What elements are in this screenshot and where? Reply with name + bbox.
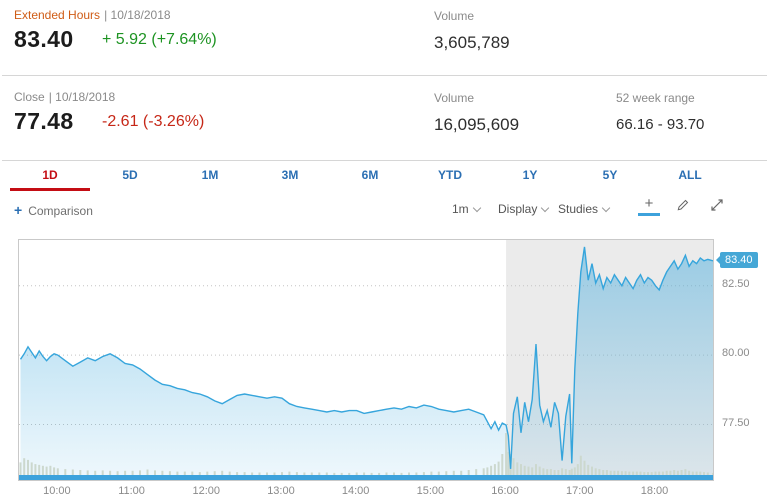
last-price-tag: 83.40 xyxy=(716,251,758,268)
session-name: Extended Hours xyxy=(14,8,101,22)
x-axis-label: 18:00 xyxy=(640,485,669,497)
extended-price: 83.40 xyxy=(14,26,74,52)
extended-volume-value: 3,605,789 xyxy=(434,33,510,52)
interval-dropdown[interactable]: 1m xyxy=(452,202,481,216)
tab-3m[interactable]: 3M xyxy=(250,161,330,191)
studies-dropdown[interactable]: Studies xyxy=(558,202,611,216)
crosshair-icon[interactable]: + xyxy=(638,196,660,216)
tab-1d[interactable]: 1D xyxy=(10,161,90,191)
close-change: -2.61 (-3.26%) xyxy=(102,113,205,130)
chart-area: 82.50 80.00 77.50 10:00 11:00 12:00 13:00 14:0… xyxy=(0,231,769,497)
interval-value: 1m xyxy=(452,202,469,216)
tab-ytd[interactable]: YTD xyxy=(410,161,490,191)
session-name: Close xyxy=(14,90,45,104)
extended-change: + 5.92 (+7.64%) xyxy=(102,31,217,48)
y-axis-label: 80.00 xyxy=(722,347,750,360)
x-axis-label: 10:00 xyxy=(43,485,71,497)
tab-6m[interactable]: 6M xyxy=(330,161,410,191)
price-chart-canvas[interactable] xyxy=(18,239,714,481)
tab-1m[interactable]: 1M xyxy=(170,161,250,191)
session-line: Close | 10/18/2018 xyxy=(14,90,115,104)
close-quote: Close | 10/18/2018 77.48 -2.61 (-3.26%) V… xyxy=(2,76,767,161)
x-axis-label: 15:00 xyxy=(416,485,445,497)
x-axis-label: 14:00 xyxy=(341,485,370,497)
studies-label: Studies xyxy=(558,202,599,216)
close-volume-label: Volume xyxy=(434,91,475,105)
range-value: 66.16 - 93.70 xyxy=(616,116,705,133)
display-label: Display xyxy=(498,202,538,216)
chevron-down-icon xyxy=(472,203,481,213)
session-date: | 10/18/2018 xyxy=(104,8,171,22)
range-label: 52 week range xyxy=(616,91,695,105)
extended-hours-quote: Extended Hours | 10/18/2018 83.40 + 5.92 … xyxy=(2,0,767,76)
x-axis-label: 13:00 xyxy=(267,485,295,497)
close-price: 77.48 xyxy=(14,108,74,134)
price-chart-svg xyxy=(19,240,713,480)
chevron-down-icon xyxy=(541,203,550,213)
comparison-label: Comparison xyxy=(28,204,93,218)
time-range-tabs: 1D 5D 1M 3M 6M YTD 1Y 5Y ALL xyxy=(0,161,769,191)
session-line: Extended Hours | 10/18/2018 xyxy=(14,8,171,22)
tab-5d[interactable]: 5D xyxy=(90,161,170,191)
x-axis-label: 11:00 xyxy=(118,485,145,497)
chevron-down-icon xyxy=(601,203,611,213)
chart-toolbar: + Comparison 1m Display Studies + xyxy=(0,191,769,231)
tab-1y[interactable]: 1Y xyxy=(490,161,570,191)
tab-all[interactable]: ALL xyxy=(650,161,730,191)
draw-pencil-icon[interactable] xyxy=(676,198,690,217)
x-axis-label: 12:00 xyxy=(192,485,221,497)
plus-icon: + xyxy=(14,202,23,218)
add-comparison-button[interactable]: + Comparison xyxy=(14,202,93,218)
y-axis-label: 82.50 xyxy=(722,277,750,290)
x-axis-label: 16:00 xyxy=(491,485,519,497)
session-date: | 10/18/2018 xyxy=(48,90,116,104)
close-volume-value: 16,095,609 xyxy=(434,115,520,134)
y-axis-label: 77.50 xyxy=(722,416,750,429)
tab-5y[interactable]: 5Y xyxy=(570,161,650,191)
fullscreen-expand-icon[interactable] xyxy=(710,198,724,217)
x-axis-label: 17:00 xyxy=(566,485,594,497)
extended-volume-label: Volume xyxy=(434,9,475,23)
display-dropdown[interactable]: Display xyxy=(498,202,550,216)
